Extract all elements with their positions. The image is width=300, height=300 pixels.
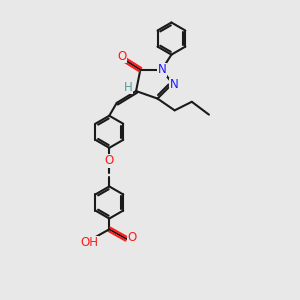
Text: OH: OH <box>81 236 99 249</box>
Text: N: N <box>158 63 166 76</box>
Text: O: O <box>105 154 114 167</box>
Text: H: H <box>124 81 132 94</box>
Text: N: N <box>170 78 178 91</box>
Text: O: O <box>118 50 127 63</box>
Text: O: O <box>128 231 137 244</box>
